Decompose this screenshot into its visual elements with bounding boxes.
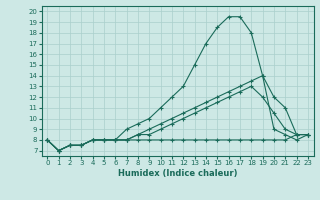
X-axis label: Humidex (Indice chaleur): Humidex (Indice chaleur) (118, 169, 237, 178)
